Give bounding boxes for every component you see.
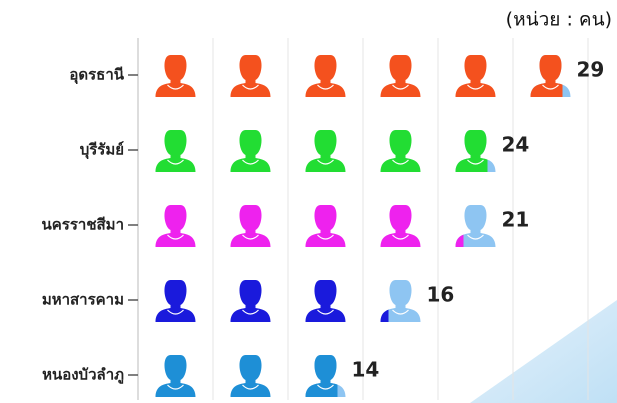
icon-fill [530,55,563,97]
icon-shape [380,130,421,172]
category-label: หนองบัวลำภู [42,366,124,385]
unit-label: (หน่วย : คน) [506,9,612,31]
icon-collar [392,159,409,165]
person-icon [305,55,346,97]
icon-collar [467,234,484,240]
partial-person-icon [455,130,496,172]
person-icon [230,205,271,247]
icon-collar [392,84,409,90]
person-icon [155,130,196,172]
icon-collar [317,384,334,390]
value-label: 21 [502,208,530,232]
value-label: 24 [502,133,530,157]
person-icon [230,130,271,172]
icon-shape [155,280,196,322]
icon-collar [167,384,184,390]
value-label: 14 [352,358,380,382]
icon-shape [230,205,271,247]
person-icon [230,355,271,397]
icon-shape [230,355,271,397]
icon-fill [455,130,488,172]
icon-collar [242,384,259,390]
icon-shape [455,205,496,247]
partial-person-icon [380,280,421,322]
icon-collar [317,84,334,90]
icon-fill [455,234,464,247]
icon-shape [305,280,346,322]
category-label: บุรีรัมย์ [80,141,124,160]
icon-collar [317,159,334,165]
person-icon [305,205,346,247]
icon-shape [305,130,346,172]
icon-shape [380,55,421,97]
person-icon [455,55,496,97]
icon-shape [305,205,346,247]
icon-collar [542,84,559,90]
icon-collar [167,159,184,165]
icon-shape [155,205,196,247]
icon-collar [242,309,259,315]
value-label: 29 [577,58,605,82]
icon-collar [167,84,184,90]
value-label: 16 [427,283,455,307]
person-icon [155,280,196,322]
category-label: นครราชสีมา [42,216,124,234]
icon-collar [242,159,259,165]
icon-shape [380,205,421,247]
icon-collar [317,234,334,240]
icon-shape [155,55,196,97]
icon-shape [305,55,346,97]
icon-collar [242,84,259,90]
icon-shape [155,130,196,172]
person-icon [230,55,271,97]
icon-fill [305,355,338,397]
partial-person-icon [305,355,346,397]
person-icon [230,280,271,322]
icon-collar [242,234,259,240]
person-icon [380,55,421,97]
icon-shape [230,280,271,322]
icon-shape [155,355,196,397]
icon-collar [167,234,184,240]
category-label: มหาสารคาม [42,291,124,309]
icon-collar [167,309,184,315]
person-icon [305,280,346,322]
person-icon [305,130,346,172]
icon-collar [467,159,484,165]
icon-collar [467,84,484,90]
person-icon [155,355,196,397]
icon-shape [230,130,271,172]
person-icon [155,205,196,247]
icon-shape [455,55,496,97]
icon-shape [380,280,421,322]
partial-person-icon [455,205,496,247]
icon-shape [230,55,271,97]
partial-person-icon [530,55,571,97]
person-icon [380,130,421,172]
category-label: อุดรธานี [69,66,124,85]
icon-collar [392,309,409,315]
icon-collar [392,234,409,240]
person-icon [380,205,421,247]
background-decoration [470,300,617,403]
icon-fill [380,309,389,322]
person-icon [155,55,196,97]
icon-collar [317,309,334,315]
